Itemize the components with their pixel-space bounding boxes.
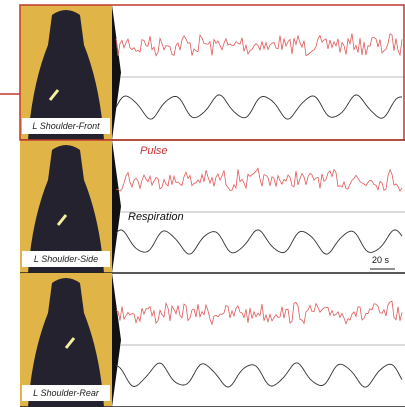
figure: L Shoulder-Front L Shoulder-Side L Shoulde… — [0, 0, 405, 407]
panel-label: L Shoulder-Rear — [33, 388, 100, 398]
time-scale: 20 s — [372, 255, 390, 265]
panel-label: L Shoulder-Front — [32, 121, 100, 131]
pulse-label: Pulse — [140, 145, 168, 157]
panel-label: L Shoulder-Side — [34, 254, 98, 264]
respiration-label: Respiration — [128, 211, 184, 223]
